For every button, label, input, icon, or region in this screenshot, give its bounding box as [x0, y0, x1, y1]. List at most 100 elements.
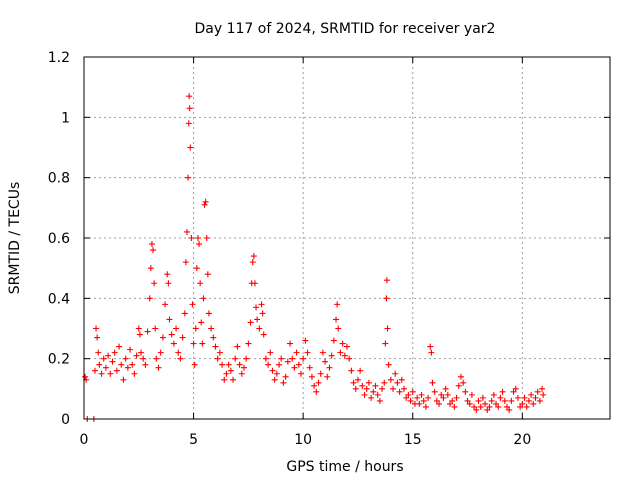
- data-point: [243, 355, 250, 362]
- data-point: [306, 364, 313, 371]
- data-point: [422, 403, 429, 410]
- data-point: [313, 388, 320, 395]
- data-point: [173, 325, 180, 332]
- data-point: [165, 280, 172, 287]
- data-point: [198, 319, 205, 326]
- data-point: [460, 379, 467, 386]
- data-point: [109, 358, 116, 365]
- data-point: [384, 325, 391, 332]
- data-point: [236, 361, 243, 368]
- data-point: [409, 388, 416, 395]
- data-point: [94, 334, 101, 341]
- data-point: [512, 385, 519, 392]
- data-point: [433, 397, 440, 404]
- data-point: [150, 247, 157, 254]
- data-point: [276, 361, 283, 368]
- data-point: [324, 373, 331, 380]
- data-point: [490, 391, 497, 398]
- data-point: [341, 352, 348, 359]
- data-point: [262, 355, 269, 362]
- y-tick-labels: 0 0.2 0.4 0.6 0.8 1 1.2: [48, 50, 70, 428]
- data-point: [394, 379, 401, 386]
- data-point: [466, 400, 473, 407]
- data-point: [278, 355, 285, 362]
- data-point: [455, 382, 462, 389]
- data-point: [444, 391, 451, 398]
- data-point: [175, 349, 182, 356]
- data-point: [436, 400, 443, 407]
- data-point: [427, 343, 434, 350]
- data-point: [319, 349, 326, 356]
- data-point: [192, 325, 199, 332]
- data-point: [326, 364, 333, 371]
- data-point: [259, 310, 266, 317]
- data-point: [328, 352, 335, 359]
- data-point: [152, 325, 159, 332]
- data-point: [185, 174, 192, 181]
- data-point: [523, 403, 530, 410]
- data-point: [359, 382, 366, 389]
- data-point: [534, 388, 541, 395]
- x-axis-label: GPS time / hours: [286, 459, 403, 475]
- data-point: [287, 340, 294, 347]
- data-point: [438, 391, 445, 398]
- data-point: [100, 355, 107, 362]
- data-point: [532, 394, 539, 401]
- data-point: [293, 349, 300, 356]
- data-point: [129, 361, 136, 368]
- data-point: [315, 379, 322, 386]
- data-point: [335, 325, 342, 332]
- data-point: [280, 379, 287, 386]
- data-point: [344, 343, 350, 350]
- data-point: [131, 370, 138, 377]
- data-point: [473, 406, 480, 413]
- data-point: [170, 340, 177, 347]
- data-point: [506, 406, 513, 413]
- data-point: [392, 370, 399, 377]
- y-tick-label: 0.2: [48, 352, 70, 368]
- data-point: [530, 400, 537, 407]
- data-point: [457, 373, 464, 380]
- data-point: [497, 394, 504, 401]
- data-point: [260, 331, 267, 338]
- data-point: [98, 370, 105, 377]
- data-point: [357, 367, 364, 374]
- data-point: [186, 93, 193, 100]
- y-tick-label: 0.6: [48, 231, 70, 247]
- data-point: [105, 352, 112, 359]
- data-point: [484, 406, 491, 413]
- data-point: [212, 343, 219, 350]
- data-point: [308, 373, 315, 380]
- data-point: [503, 403, 510, 410]
- data-point: [508, 397, 515, 404]
- chart-title: Day 117 of 2024, SRMTID for receiver yar…: [195, 21, 496, 37]
- data-point: [189, 301, 196, 308]
- data-point: [514, 394, 521, 401]
- data-point: [346, 355, 353, 362]
- data-point: [162, 301, 169, 308]
- data-point: [449, 397, 456, 404]
- data-point: [159, 334, 166, 341]
- x-tick-label: 5: [189, 432, 198, 448]
- data-point: [451, 403, 458, 410]
- data-point: [247, 319, 254, 326]
- data-point: [230, 376, 237, 383]
- data-point: [453, 394, 460, 401]
- data-point: [254, 316, 261, 323]
- data-point: [249, 259, 256, 266]
- data-point: [151, 280, 158, 287]
- data-point: [418, 391, 425, 398]
- data-point: [93, 325, 100, 332]
- data-point: [442, 385, 449, 392]
- data-point: [269, 367, 276, 374]
- data-point: [493, 400, 500, 407]
- data-point: [398, 376, 405, 383]
- data-point: [354, 376, 361, 383]
- data-point: [185, 120, 192, 127]
- data-point: [120, 376, 127, 383]
- data-point: [339, 340, 346, 347]
- data-point: [390, 385, 397, 392]
- data-point: [477, 403, 484, 410]
- data-point: [428, 349, 435, 356]
